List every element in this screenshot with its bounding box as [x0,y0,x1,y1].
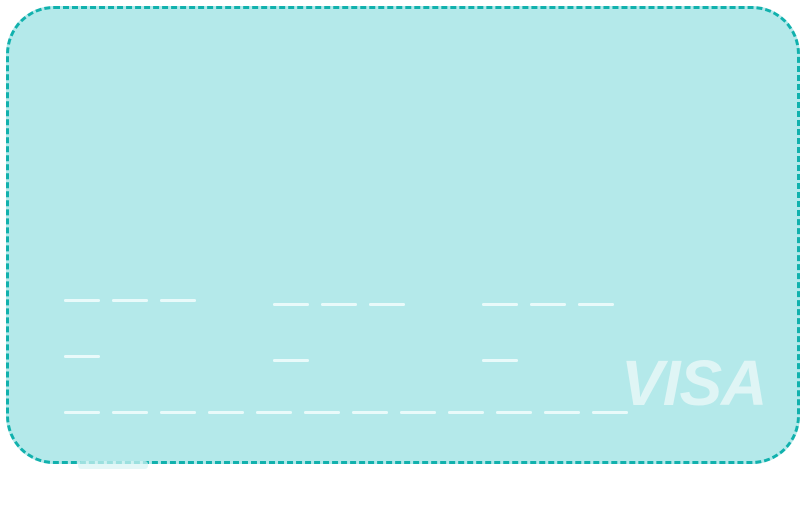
payment-card-dropzone[interactable]: VISA [6,6,800,464]
card-number-placeholder [64,411,628,414]
card-label-placeholder-1 [64,299,196,302]
card-value-placeholder-3 [482,359,518,362]
card-value-placeholder-1 [64,355,100,358]
card-label-placeholder-3 [482,303,614,306]
card-value-placeholder-2 [273,359,309,362]
visa-logo: VISA [621,347,767,419]
card-edge-highlight [78,461,148,469]
card-label-placeholder-2 [273,303,405,306]
